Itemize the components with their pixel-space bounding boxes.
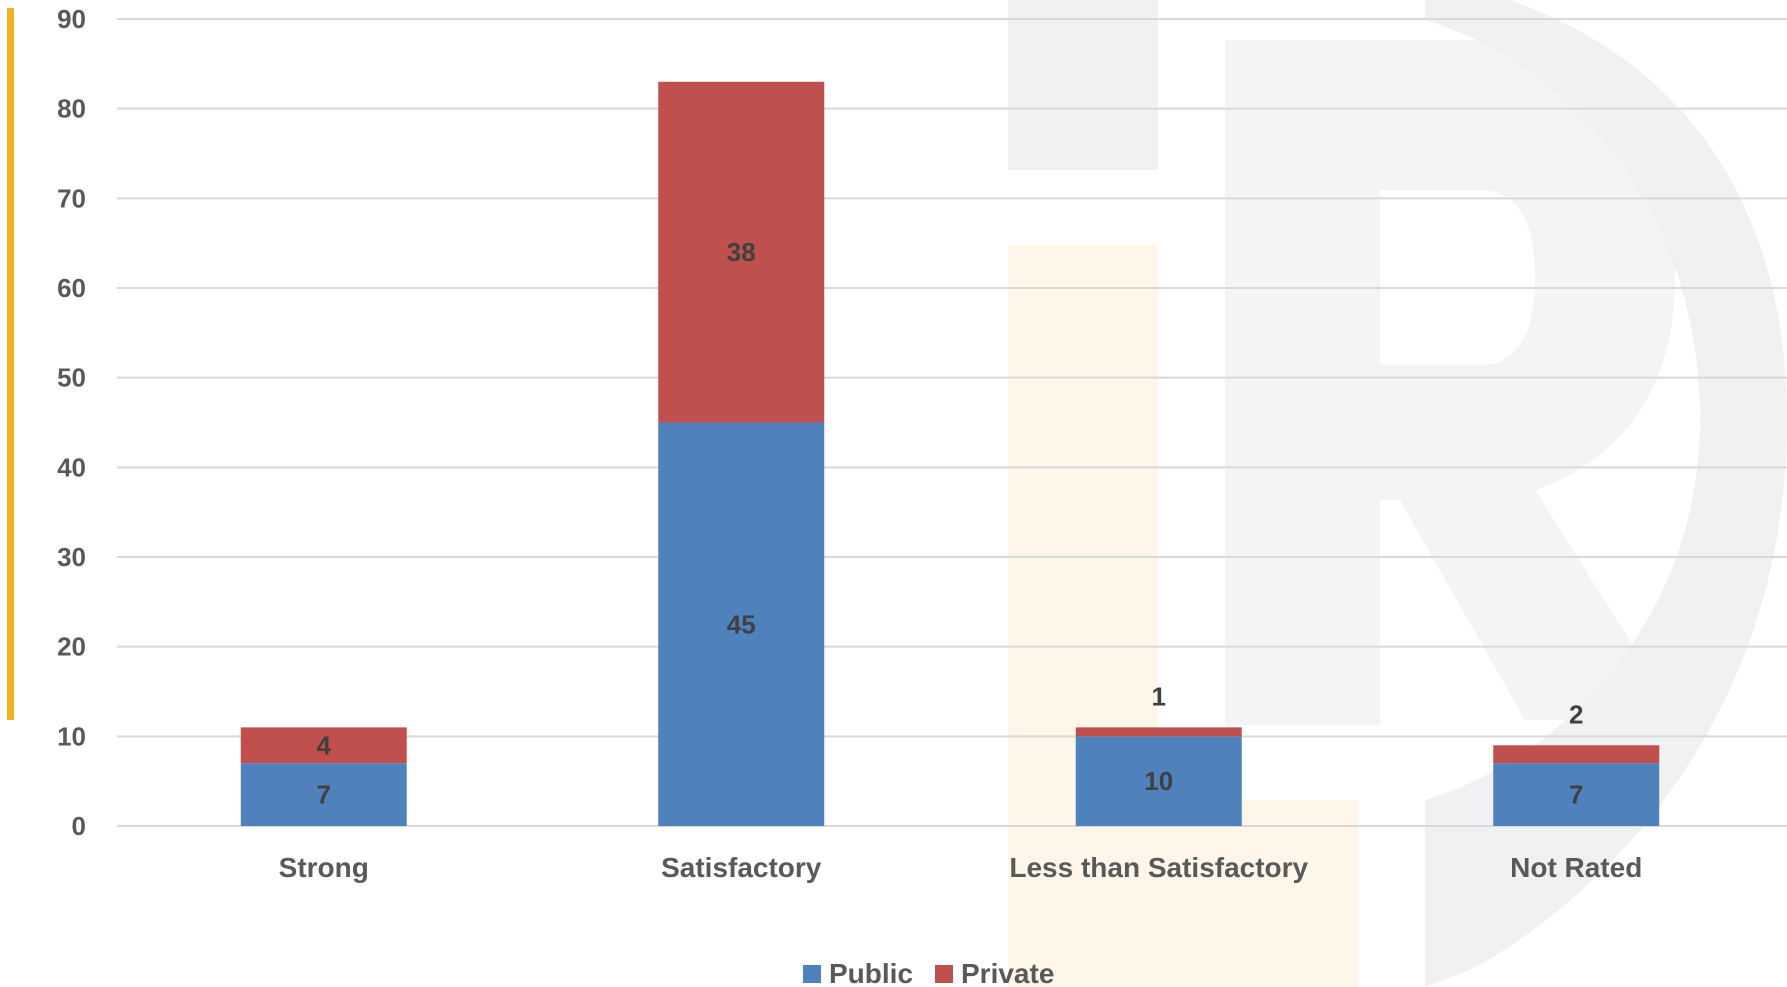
y-tick-label: 90 — [57, 4, 86, 34]
data-label-public: 7 — [317, 780, 331, 810]
y-tick-label: 40 — [57, 452, 86, 482]
legend-swatch-public — [803, 965, 821, 983]
bar-private-less-than-satisfactory — [1076, 727, 1242, 736]
data-label-public: 7 — [1569, 780, 1583, 810]
data-label-public: 45 — [727, 609, 756, 639]
y-tick-label: 60 — [57, 273, 86, 303]
watermark-shape-top — [1008, 0, 1158, 170]
category-label: Not Rated — [1510, 852, 1642, 883]
y-tick-label: 0 — [72, 811, 86, 841]
category-label: Strong — [279, 852, 369, 883]
data-label-private: 1 — [1152, 681, 1166, 711]
watermark-shape-foot — [1158, 800, 1358, 987]
legend-label-public: Public — [829, 958, 913, 987]
accent-bar — [7, 8, 14, 720]
legend-label-private: Private — [961, 958, 1054, 987]
y-tick-label: 10 — [57, 721, 86, 751]
legend: Public Private — [803, 958, 1054, 987]
data-label-private: 4 — [317, 730, 332, 760]
y-axis-ticks: 0 10 20 30 40 50 60 70 80 90 — [57, 4, 86, 841]
category-label: Satisfactory — [661, 852, 822, 883]
data-label-private: 2 — [1569, 699, 1583, 729]
data-label-private: 38 — [727, 237, 756, 267]
y-tick-label: 50 — [57, 363, 86, 393]
y-tick-label: 80 — [57, 94, 86, 124]
y-tick-label: 30 — [57, 542, 86, 572]
legend-swatch-private — [935, 965, 953, 983]
y-tick-label: 20 — [57, 632, 86, 662]
data-label-public: 10 — [1144, 766, 1173, 796]
y-tick-label: 70 — [57, 183, 86, 213]
watermark-logo — [1008, 0, 1787, 987]
data-labels: 7 4 45 38 10 1 7 2 — [317, 237, 1584, 809]
bar-private-not-rated — [1493, 745, 1659, 763]
category-label: Less than Satisfactory — [1009, 852, 1308, 883]
